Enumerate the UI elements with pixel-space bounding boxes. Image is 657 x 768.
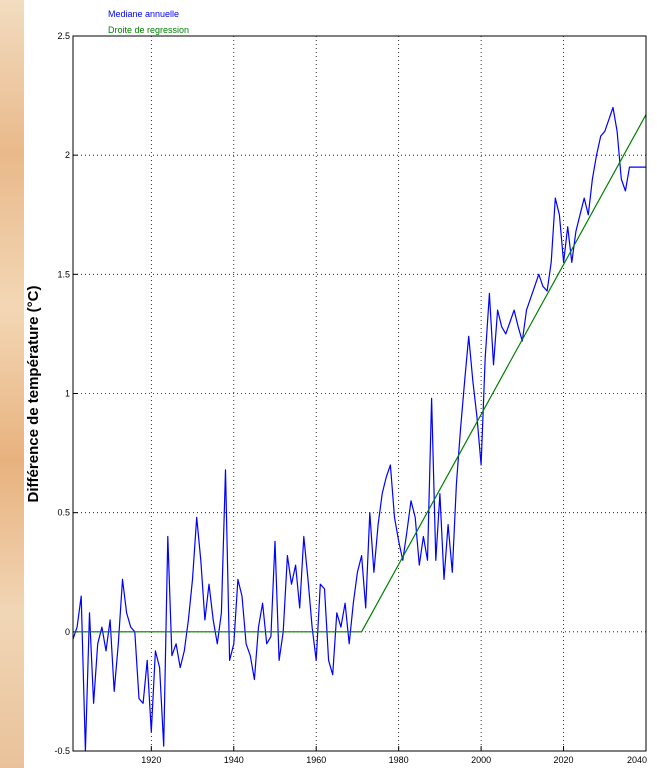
regression-line	[73, 114, 647, 633]
x-tick-label: 2040	[627, 755, 647, 765]
y-tick-label: 2	[65, 150, 70, 160]
x-tick-label: 1960	[306, 755, 326, 765]
series-lines	[72, 106, 647, 752]
x-tick-label: 2020	[554, 755, 574, 765]
x-tick-label: 2000	[471, 755, 491, 765]
y-tick-label: -0.5	[54, 746, 70, 756]
x-tick-label: 1980	[389, 755, 409, 765]
y-tick-label: 0.5	[57, 508, 70, 518]
legend-entry-0: Mediane annuelle	[108, 9, 179, 19]
x-tick-label: 1920	[141, 755, 161, 765]
plot-frame	[72, 35, 647, 752]
x-tick-label: 1940	[224, 755, 244, 765]
y-axis-label: Différence de température (°C)	[25, 286, 42, 503]
median-series-line	[72, 106, 646, 752]
plot-area	[73, 36, 646, 751]
left-background-strip	[0, 0, 24, 768]
y-tick-label: 1.5	[57, 269, 70, 279]
y-tick-label: 2.5	[57, 31, 70, 41]
y-tick-label: 1	[65, 389, 70, 399]
legend-entry-1: Droite de regression	[108, 25, 189, 35]
y-tick-label: 0	[65, 627, 70, 637]
